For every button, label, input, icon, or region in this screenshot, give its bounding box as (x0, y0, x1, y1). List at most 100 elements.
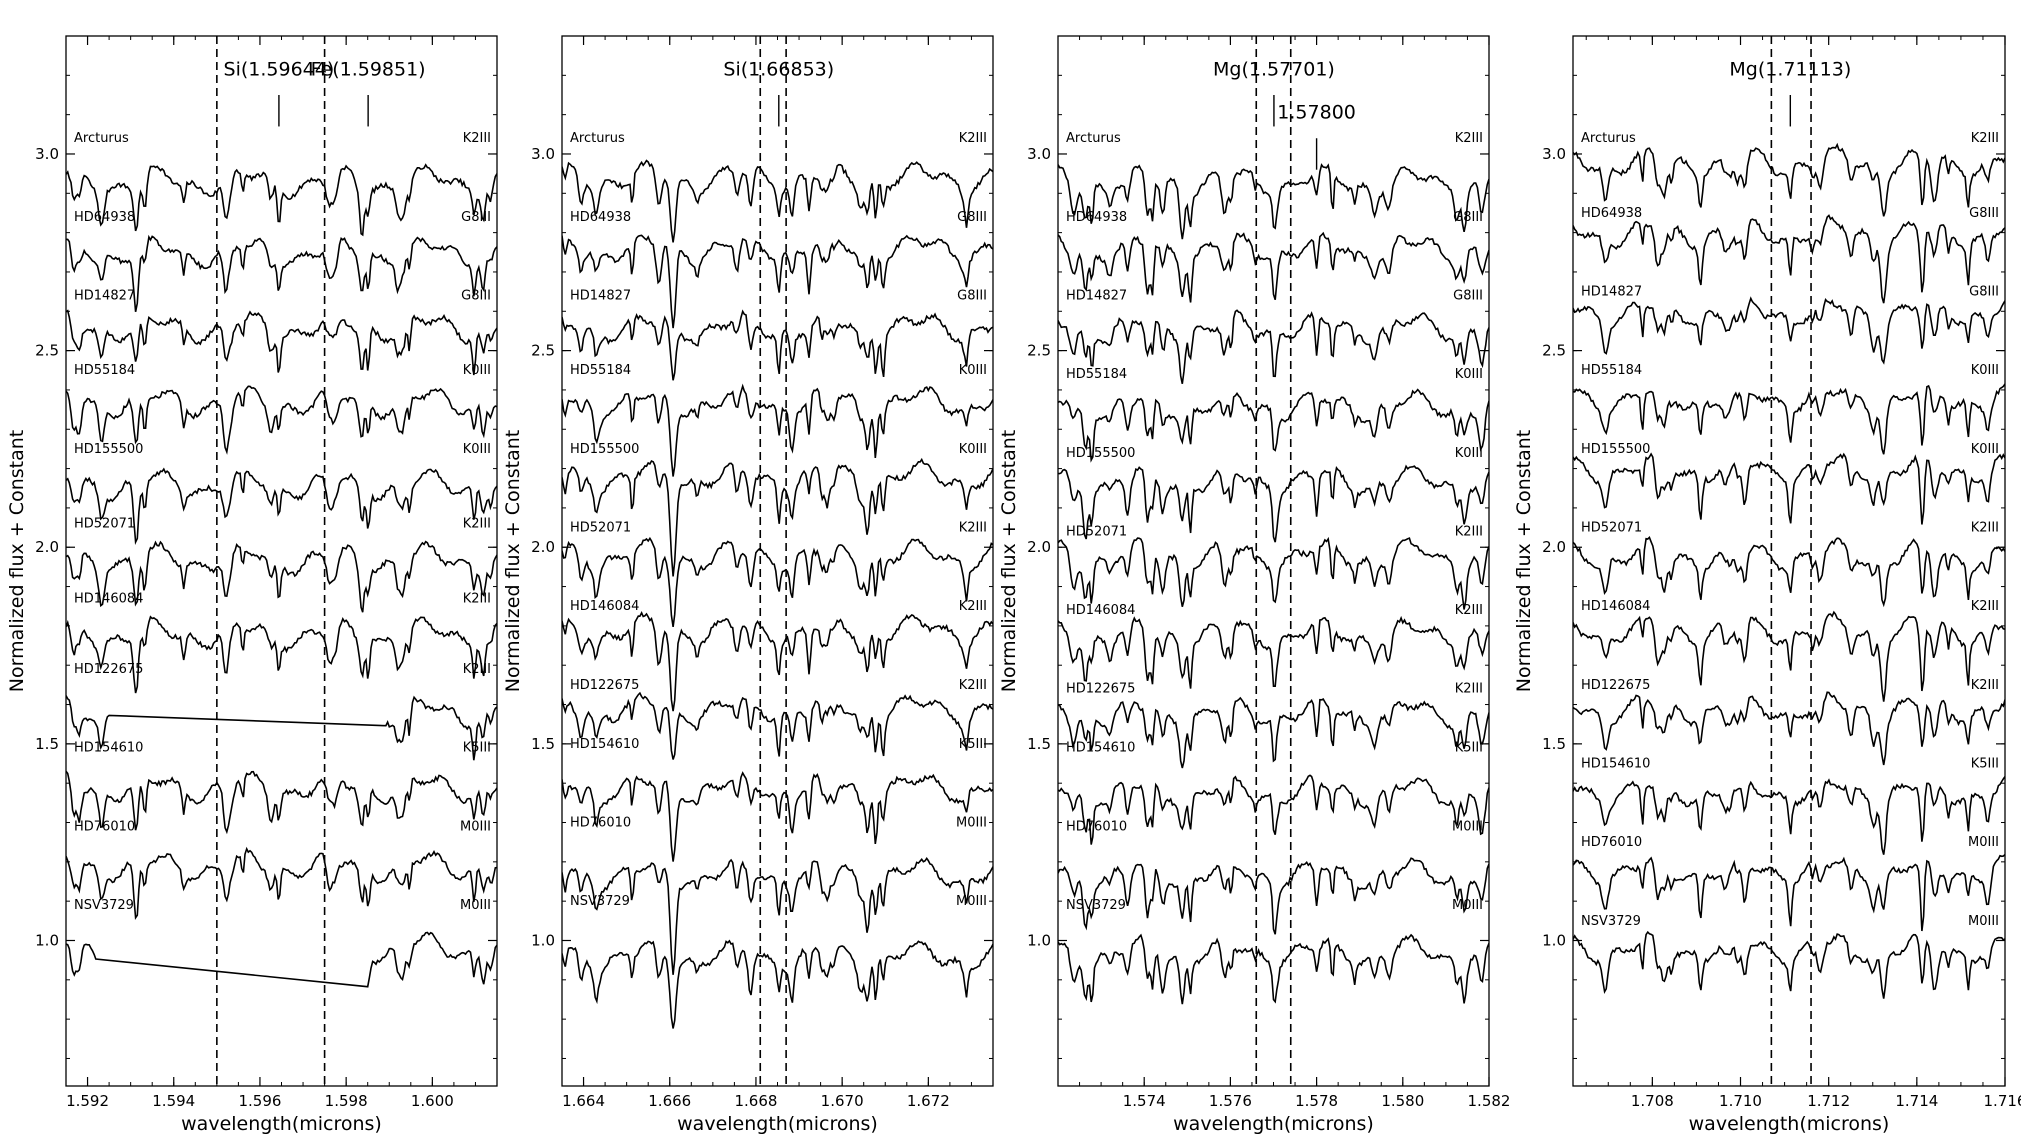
star-name-label: HD76010 (1066, 819, 1127, 834)
spectrum-trace (562, 457, 993, 577)
spectrum-trace (562, 857, 993, 975)
y-tick-label: 1.5 (1542, 735, 1566, 753)
spectrum-trace (66, 385, 497, 455)
x-tick-label: 1.574 (1123, 1092, 1166, 1110)
star-name-label: HD155500 (570, 442, 639, 457)
line-id-label: Mg(1.57701) (1213, 58, 1335, 80)
spectra-traces (66, 163, 497, 988)
spectral-type-label: G8III (1969, 206, 1999, 221)
star-name-label: HD52071 (570, 521, 631, 536)
spectral-type-label: K5III (1971, 756, 1999, 771)
line-id-label: Mg(1.71113) (1729, 58, 1851, 80)
y-tick-label: 2.5 (1542, 342, 1566, 360)
star-name-label: HD52071 (74, 517, 135, 532)
spectrum-trace (1573, 452, 2005, 525)
spectrum-trace (562, 691, 993, 760)
spectrum-trace (1058, 857, 1489, 935)
spectrum-trace (1573, 610, 2005, 702)
x-tick-label: 1.664 (562, 1092, 605, 1110)
spectral-type-label: G8III (957, 210, 987, 225)
spectral-type-label: K2III (463, 591, 491, 606)
spectrum-trace (562, 939, 993, 1029)
star-name-label: NSV3729 (1066, 898, 1126, 913)
spectral-type-label: K5III (959, 737, 987, 752)
star-name-label: HD155500 (1581, 442, 1650, 457)
spectral-type-label: K0III (1971, 442, 1999, 457)
y-tick-label: 1.5 (1027, 735, 1051, 753)
x-tick-label: 1.712 (1807, 1092, 1850, 1110)
star-name-label: HD146084 (570, 599, 639, 614)
star-name-label: HD154610 (1581, 756, 1650, 771)
spectral-type-label: K0III (1455, 446, 1483, 461)
star-name-label: HD14827 (1066, 288, 1127, 303)
spectral-type-label: G8III (461, 288, 491, 303)
spectra-traces (562, 159, 993, 1029)
star-name-label: Arcturus (74, 131, 129, 146)
spectrum-trace (66, 234, 497, 312)
spectrum-trace (66, 163, 497, 237)
star-name-label: HD14827 (570, 288, 631, 303)
star-name-label: HD76010 (1581, 835, 1642, 850)
spectral-type-label: M0III (1452, 898, 1483, 913)
star-name-label: HD76010 (570, 815, 631, 830)
spectral-type-label: M0III (1968, 914, 1999, 929)
star-name-label: HD52071 (1066, 524, 1127, 539)
spectral-type-label: K0III (1971, 363, 1999, 378)
y-tick-label: 2.0 (1542, 538, 1566, 556)
y-axis-label: Normalized flux + Constant (1513, 430, 1535, 692)
spectral-type-label: K2III (959, 521, 987, 536)
spectrum-trace (562, 383, 993, 477)
y-tick-label: 1.5 (531, 735, 555, 753)
star-name-label: HD154610 (570, 737, 639, 752)
spectrum-trace (1058, 309, 1489, 384)
y-tick-label: 1.0 (1027, 931, 1051, 949)
line-id-label: Fe(1.59851) (311, 58, 426, 80)
star-name-label: HD146084 (1066, 603, 1135, 618)
panel-4: 1.708 1.710 1.712 1.714 1.716 1.0 1.5 2.0 2.5 3.0… (1513, 35, 2021, 1135)
spectrum-trace (562, 309, 993, 381)
star-name-label: NSV3729 (1581, 914, 1641, 929)
spectrum-trace (562, 771, 993, 862)
spectrum-trace (1058, 696, 1489, 769)
spectral-type-label: M0III (460, 819, 491, 834)
y-axis-label: Normalized flux + Constant (502, 430, 524, 692)
spectral-type-label: K2III (1455, 603, 1483, 618)
panel-3: 1.574 1.576 1.578 1.580 1.582 1.0 1.5 2.0 2.5 3.0… (998, 35, 1510, 1135)
star-name-label: Arcturus (1581, 131, 1636, 146)
y-axis-label: Normalized flux + Constant (998, 430, 1020, 692)
spectral-type-label: K2III (959, 599, 987, 614)
spectrum-trace (1573, 142, 2005, 217)
spectrum-trace (1058, 774, 1489, 845)
spectral-type-label: K2III (1971, 678, 1999, 693)
y-tick-label: 3.0 (1027, 145, 1051, 163)
spectral-type-label: K2III (1455, 682, 1483, 697)
spectral-type-label: G8III (1453, 288, 1483, 303)
y-tick-label: 2.0 (1027, 538, 1051, 556)
line-id-label: 1.57800 (1277, 102, 1356, 124)
spectral-type-label: K2III (463, 517, 491, 532)
y-tick-label: 2.5 (1027, 342, 1051, 360)
x-axis-label: wavelength(microns) (677, 1113, 878, 1135)
spectral-type-label: G8III (957, 288, 987, 303)
spectral-type-label: K5III (463, 741, 491, 756)
star-name-label: HD154610 (1066, 741, 1135, 756)
spectrum-trace (562, 159, 993, 243)
spectrum-trace (66, 931, 497, 988)
spectrum-trace (66, 467, 497, 545)
spectral-type-label: K2III (1455, 131, 1483, 146)
spectrum-trace (1058, 464, 1489, 543)
spectral-type-label: K2III (959, 678, 987, 693)
spectral-type-label: K0III (959, 442, 987, 457)
spectrum-trace (66, 540, 497, 613)
axes-frame (561, 35, 994, 1087)
x-axis-label: wavelength(microns) (1689, 1113, 1890, 1135)
spectral-type-label: K2III (959, 131, 987, 146)
star-name-label: HD55184 (1581, 363, 1642, 378)
y-tick-label: 2.5 (531, 342, 555, 360)
y-tick-label: 3.0 (531, 145, 555, 163)
y-tick-label: 2.0 (531, 538, 555, 556)
x-tick-label: 1.666 (648, 1092, 691, 1110)
spectral-type-label: K2III (1455, 524, 1483, 539)
spectral-type-label: K0III (463, 442, 491, 457)
